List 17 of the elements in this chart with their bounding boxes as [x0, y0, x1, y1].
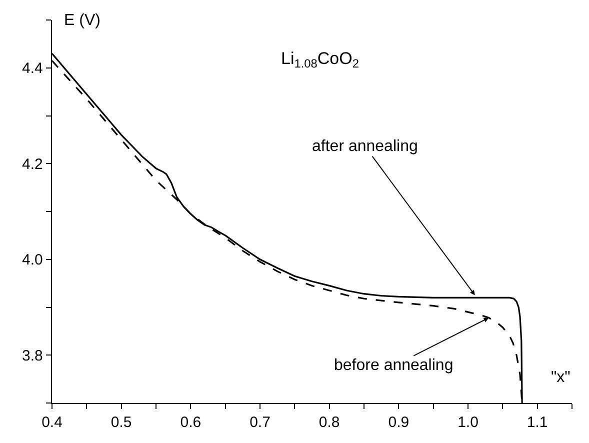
annotation: after annealing [312, 138, 418, 155]
x-tick-label: 0.8 [318, 414, 340, 432]
x-axis-title: "x" [551, 369, 570, 386]
y-tick-label: 4.0 [22, 252, 43, 269]
y-axis-title: E (V) [64, 12, 100, 29]
x-tick-label: 1.0 [458, 414, 478, 432]
x-tick-label: 0.5 [110, 414, 132, 432]
y-tick-label: 4.2 [22, 156, 43, 173]
y-tick-label: 4.4 [22, 60, 43, 78]
x-tick-label: 0.6 [180, 414, 202, 432]
y-tick-label: 3.8 [22, 347, 43, 364]
x-tick-label: 1.1 [526, 414, 548, 432]
x-tick-label: 0.4 [42, 414, 62, 432]
x-tick-label: 0.7 [250, 414, 270, 432]
annotation: before annealing [334, 357, 454, 374]
annotation: Li$_{1.08}$CoO$_{2}$ [281, 49, 360, 71]
x-tick-label: 0.9 [388, 414, 410, 432]
